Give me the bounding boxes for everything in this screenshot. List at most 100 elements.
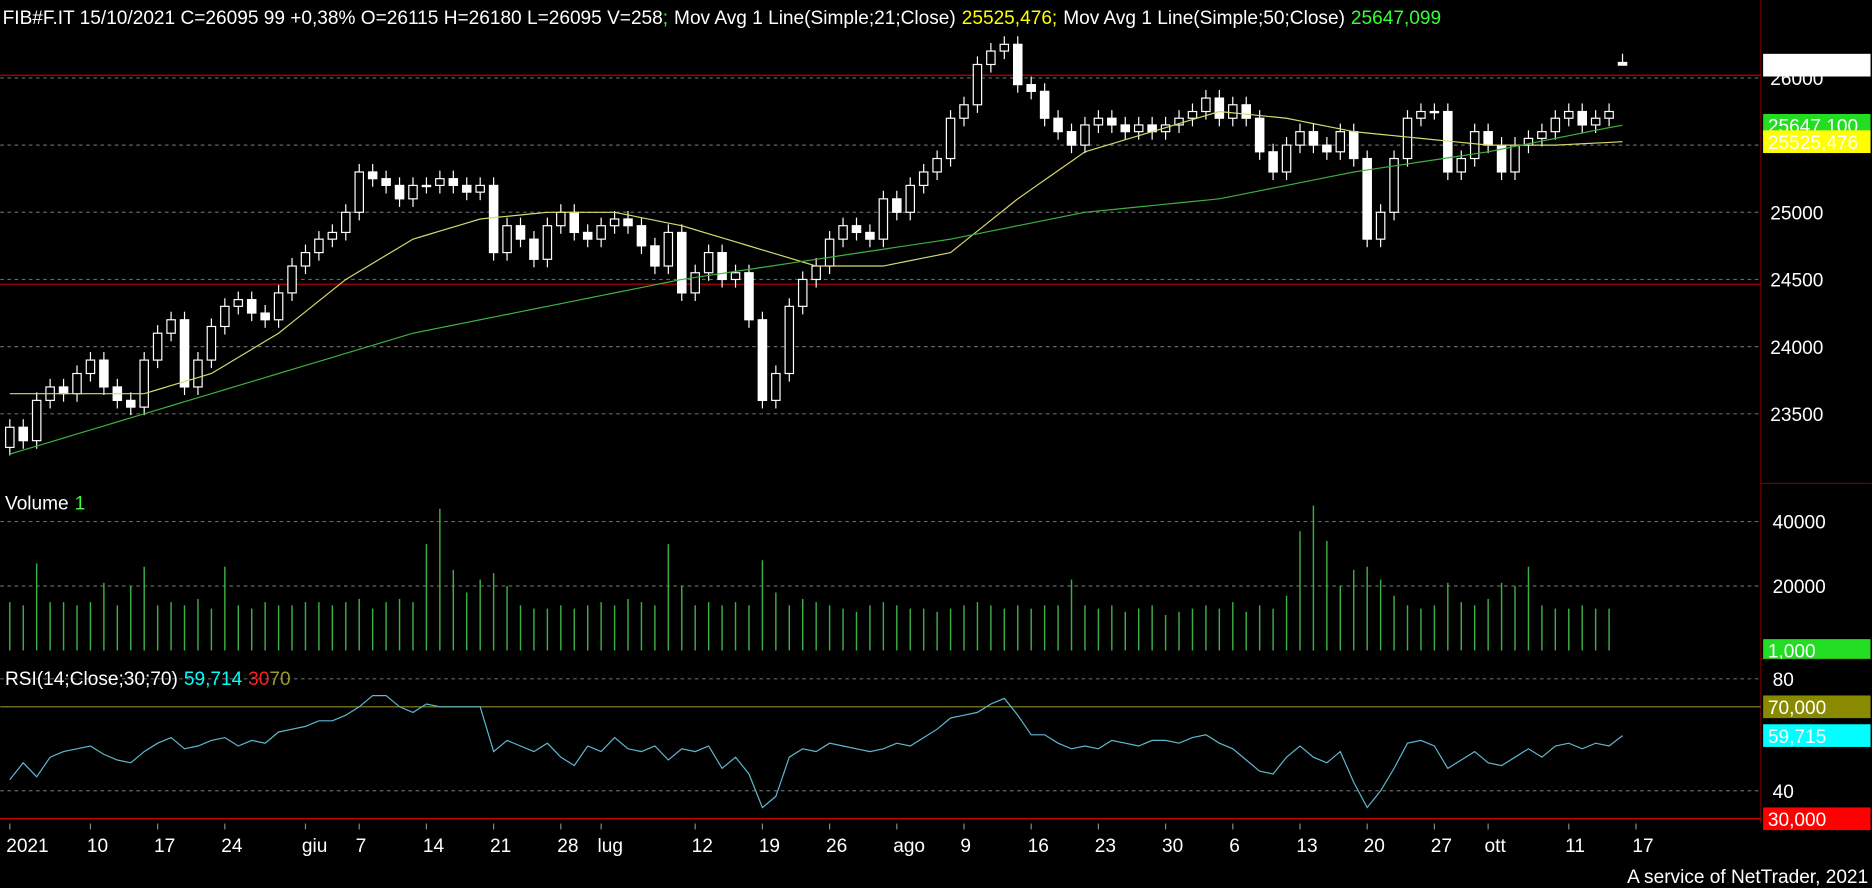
candle-body [1093,117,1104,126]
candle-body [166,319,176,334]
candle-body [152,332,163,361]
legend-value: 25647,099 [1351,8,1441,29]
candle-body [85,359,96,375]
candle-body [125,399,136,408]
candle-body [421,184,432,188]
candle-body [744,272,754,321]
rsi-value: 59,714 [184,669,243,690]
x-tick-label: 14 [423,836,445,857]
x-tick-label: 12 [692,836,713,857]
tag-label: 1,000 [1768,642,1816,663]
candle-body [515,225,526,240]
x-tick-label: 20 [1364,836,1385,857]
y-tick-label: 24000 [1770,338,1823,359]
candle-body [1322,144,1332,153]
candle-body [542,225,553,260]
candle-body [502,225,512,254]
candle-body [878,198,889,240]
candle-body [448,178,459,187]
candle-body [1577,110,1587,126]
candle-body [1187,110,1198,119]
value-tag: 1,000 [1763,639,1871,663]
y-tick-label: 20000 [1773,577,1826,598]
y-tick-label: 40000 [1773,513,1826,534]
candle-body [582,231,593,240]
y-tick-label: 24500 [1770,271,1823,292]
legend-entry: Mov Avg 1 Line(Simple;50;Close) [1063,8,1345,29]
candle-body [1268,151,1278,173]
x-tick-label: 9 [960,836,971,857]
candle-body [1026,84,1036,92]
candle-body [851,225,862,234]
candle-body [730,272,741,281]
x-tick-label: 28 [557,836,578,857]
candle-body [1348,131,1359,160]
candle-body [1241,104,1252,119]
candle-body [341,211,351,234]
candle-body [367,171,378,180]
candle-body [784,305,795,375]
rsi-header: RSI(14;Close;30;70) 59,714 3070 [5,669,291,690]
candle-body [1362,157,1372,240]
candle-body [1550,117,1561,133]
candle-body [811,265,821,281]
candle-body [435,178,445,187]
value-tag: 59,715 [1763,724,1871,748]
candle-body [72,372,82,395]
candle-body [636,225,647,247]
tag-label: 30,000 [1768,810,1826,831]
volume-value: 1 [75,494,86,515]
candle-body [1228,104,1238,119]
y-tick-label: 80 [1773,670,1794,691]
candle-body [1039,90,1050,119]
candle-body [986,50,996,66]
tag-box [1763,53,1871,77]
candle-body [1537,131,1547,139]
candle-body [1617,61,1628,66]
candle-body [945,117,956,160]
tag-label: 59,715 [1768,727,1826,748]
instrument-title: FIB#F.IT 15/10/2021 C=26095 99 +0,38% O=… [3,8,663,29]
x-tick-label: 26 [826,836,847,857]
candle-body [650,245,660,267]
volume-label: Volume [5,494,69,515]
candle-body [1201,97,1211,113]
rsi-line [9,695,1623,809]
candle-body [31,399,42,442]
x-tick-label: 23 [1095,836,1116,857]
x-tick-label: 16 [1028,836,1049,857]
candle-body [139,359,149,408]
candle-body [206,325,217,361]
candle-body [220,305,230,328]
x-tick-label: 21 [490,836,511,857]
x-tick-label: lug [598,836,623,857]
candle-body [1429,110,1440,114]
x-tick-label: ago [893,836,925,857]
footer: A service of NetTrader, 2021 [1627,867,1868,888]
candle-body [287,265,297,294]
candle-body [381,178,391,187]
candle-body [233,299,244,307]
volume-header: Volume 1 [5,494,85,515]
x-tick-label: 27 [1431,836,1452,857]
candle-body [1080,124,1090,146]
moving-average [9,110,1623,395]
candle-body [1133,124,1144,133]
rsi-upper: 70 [269,669,290,690]
candle-body [797,278,808,307]
value-tag: 70,000 [1763,695,1871,719]
candle-body [1389,157,1399,213]
x-tick-label: 10 [87,836,108,857]
legend-value: 25525,476 [962,8,1052,29]
candle-body [1214,97,1225,119]
candle-body [569,211,580,234]
rsi-lower: 30 [248,669,269,690]
x-tick-label: 19 [759,836,780,857]
candle-body [1416,110,1426,119]
x-tick-label: ott [1485,836,1507,857]
candle-body [918,171,929,187]
candle-body [1281,144,1292,173]
candle-body [1604,110,1614,119]
candle-body [1308,131,1319,146]
